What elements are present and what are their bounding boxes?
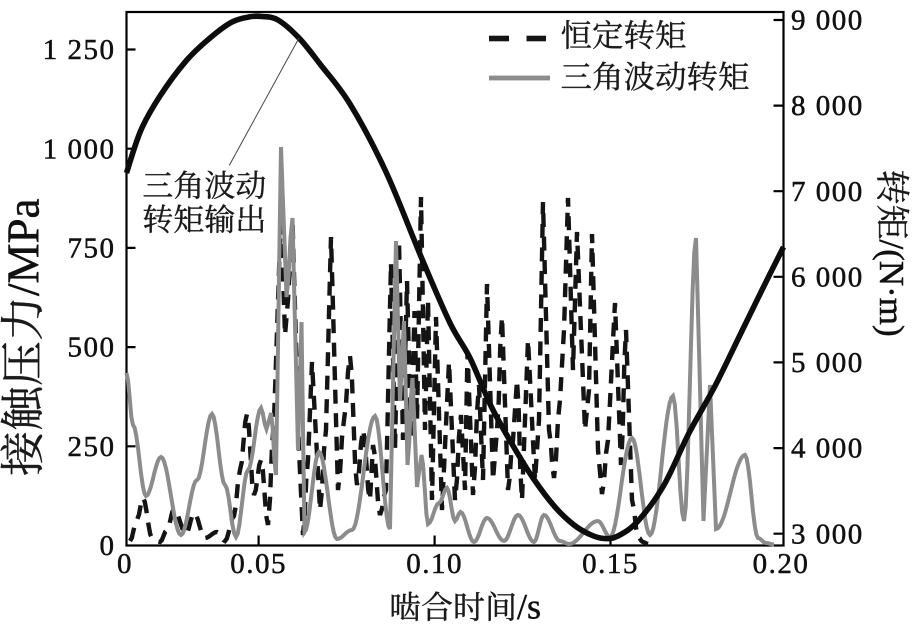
svg-text:750: 750	[68, 233, 116, 265]
svg-text:5 000: 5 000	[791, 347, 864, 379]
svg-text:7 000: 7 000	[791, 176, 864, 208]
svg-text:0.10: 0.10	[406, 548, 463, 580]
svg-text:0: 0	[100, 530, 116, 562]
svg-text:3 000: 3 000	[791, 518, 864, 550]
svg-text:0: 0	[117, 548, 133, 580]
svg-text:6 000: 6 000	[791, 261, 864, 293]
svg-text:9 000: 9 000	[791, 5, 864, 37]
svg-text:500: 500	[68, 332, 116, 364]
svg-text:/s: /s	[517, 587, 541, 627]
svg-text:1 000: 1 000	[43, 133, 116, 165]
svg-text:/MPa: /MPa	[0, 198, 49, 296]
svg-text:1 250: 1 250	[43, 34, 116, 66]
svg-text:8 000: 8 000	[791, 90, 864, 122]
svg-text:0.15: 0.15	[582, 548, 639, 580]
svg-text:250: 250	[68, 431, 116, 463]
svg-text:/(N·m): /(N·m)	[872, 240, 911, 337]
svg-text:4 000: 4 000	[791, 433, 864, 465]
svg-text:0.05: 0.05	[230, 548, 287, 580]
svg-text:0.20: 0.20	[753, 548, 810, 580]
